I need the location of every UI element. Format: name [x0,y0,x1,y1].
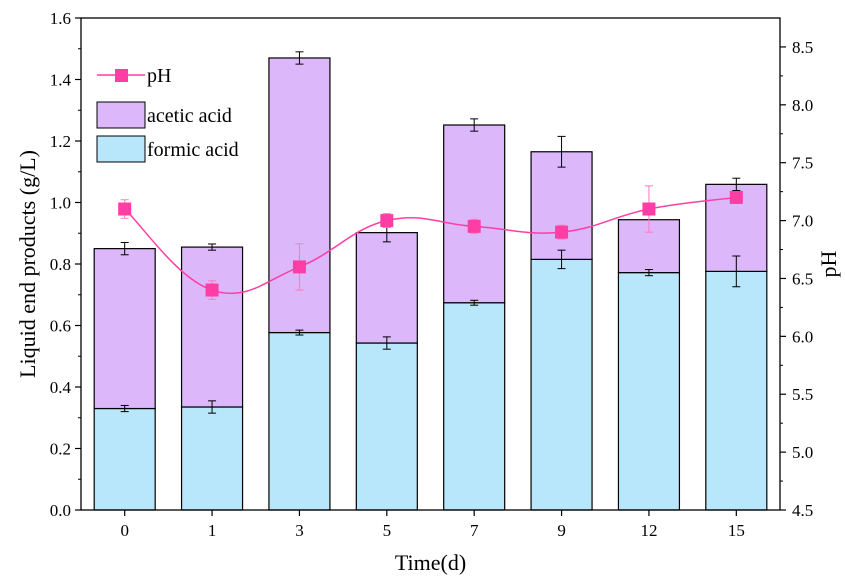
x-tick-label-0: 0 [120,521,129,540]
ph-point-15 [729,190,743,204]
bar-formic-acid-3 [268,331,331,511]
y2-tick-label-5.5: 5.5 [792,385,813,404]
x-tick-label-7: 7 [470,521,479,540]
y2-tick-label-8.5: 8.5 [792,38,813,57]
ph-point-3 [292,260,306,274]
legend-ph-marker [115,69,128,82]
x-axis-label: Time(d) [395,550,466,575]
y2-tick-label-5.0: 5.0 [792,443,813,462]
ph-point-7 [467,219,481,233]
x-tick-label-5: 5 [383,521,392,540]
y-tick-label-0.0: 0.0 [50,501,71,520]
y-tick-label-0.2: 0.2 [50,440,71,459]
x-tick-label-12: 12 [640,521,657,540]
y-tick-label-0.4: 0.4 [50,378,72,397]
ph-point-9 [555,225,569,239]
y2-tick-label-7.0: 7.0 [792,212,813,231]
axes-layer: 0.0 0.2 0.4 0.6 0.8 1.0 1.2 1.4 1.6 4.5 5.0 5.5 6.0 6… [50,9,814,540]
bar-formic-acid-5 [355,342,418,511]
bar-layer [93,57,768,511]
x-tick-label-15: 15 [728,521,745,540]
y-tick-label-1.0: 1.0 [50,194,71,213]
legend-acetic-swatch [96,101,146,129]
x-tick-label-9: 9 [557,521,566,540]
bar-acetic-acid-1 [180,246,244,408]
bar-formic-acid-0 [93,407,156,511]
legend-acetic-label: acetic acid [147,105,232,127]
y2-axis-label: pH [816,250,841,277]
y2-tick-label-6.0: 6.0 [792,327,813,346]
y2-tick-label-4.5: 4.5 [792,501,813,520]
bar-formic-acid-7 [443,302,506,511]
bar-acetic-acid-3 [268,57,331,334]
y2-tick-label-8.0: 8.0 [792,96,813,115]
ph-point-12 [642,202,656,216]
y-tick-label-0.8: 0.8 [50,255,71,274]
y2-tick-label-7.5: 7.5 [792,154,813,173]
bar-acetic-acid-9 [530,151,593,260]
legend: pH acetic acid formic acid [96,65,239,163]
bar-formic-acid-9 [530,258,593,511]
y-tick-label-1.4: 1.4 [50,71,72,90]
legend-formic-label: formic acid [147,139,239,161]
y-axis-label: Liquid end products (g/L) [15,150,40,378]
bar-acetic-acid-5 [355,232,418,344]
ph-point-0 [118,202,132,216]
y-tick-label-0.6: 0.6 [50,317,71,336]
y2-tick-label-6.5: 6.5 [792,269,813,288]
ph-line-layer [118,190,743,297]
legend-ph-label: pH [147,65,171,87]
y-tick-label-1.2: 1.2 [50,132,71,151]
bar-acetic-acid-0 [93,248,156,410]
bar-acetic-acid-7 [443,124,506,304]
x-tick-label-3: 3 [295,521,304,540]
x-tick-label-1: 1 [208,521,217,540]
legend-formic-swatch [96,135,146,163]
bar-formic-acid-1 [180,406,244,511]
bar-formic-acid-12 [617,272,681,511]
ph-point-5 [380,214,394,228]
ph-point-1 [205,283,219,297]
bar-formic-acid-15 [705,270,768,511]
y-tick-label-1.6: 1.6 [50,9,71,28]
